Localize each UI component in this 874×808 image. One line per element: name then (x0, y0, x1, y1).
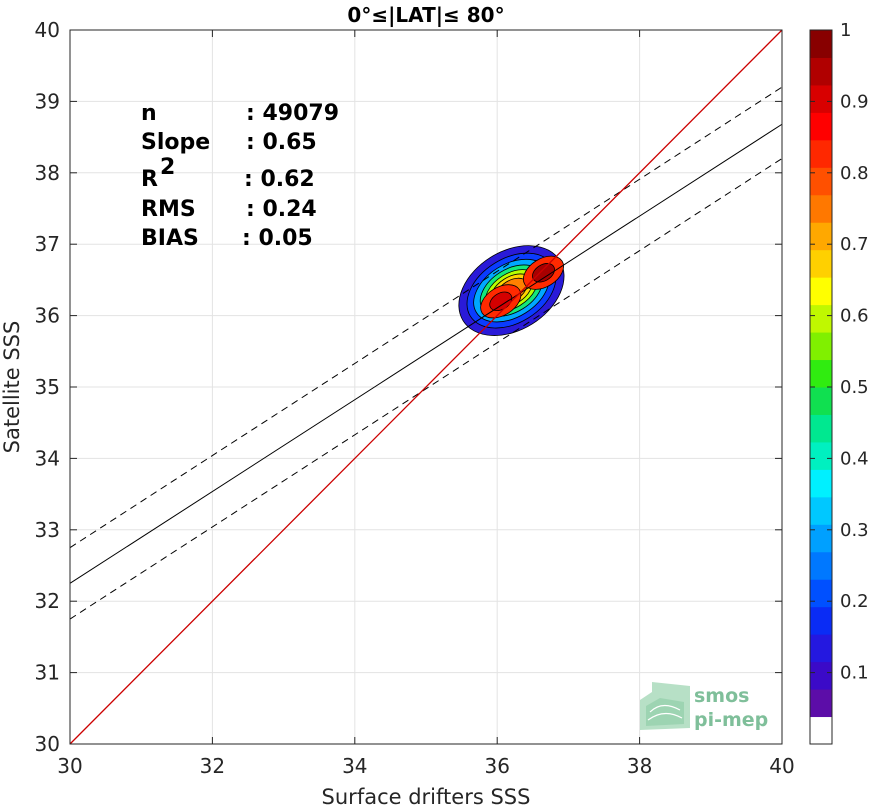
colorbar: 0.1 0.2 0.3 0.4 0.5 0.6 0.7 0.8 0.9 1 (809, 20, 869, 745)
colorbar-segment (810, 167, 832, 196)
colorbar-segment (810, 277, 832, 306)
colorbar-segment (810, 496, 832, 525)
colorbar-segment (810, 579, 832, 608)
colorbar-segment (810, 387, 832, 415)
y-tick-label: 39 (35, 89, 60, 113)
colorbar-segment (810, 441, 832, 470)
y-tick-label: 33 (35, 518, 60, 542)
y-tick-label: 32 (35, 589, 60, 613)
colorbar-tick-label: 0.7 (840, 234, 869, 255)
stat-value: : 0.62 (244, 167, 315, 192)
logo-mark (640, 682, 690, 730)
y-tick-label: 37 (35, 232, 60, 256)
colorbar-segment (810, 716, 832, 745)
one-to-one-line (69, 29, 783, 745)
colorbar-segment (810, 222, 832, 251)
x-tick-label: 40 (769, 754, 794, 778)
colorbar-segment (810, 359, 832, 388)
x-axis-ticks: 30 32 34 36 38 40 (57, 30, 795, 778)
stat-label: Slope (141, 130, 210, 155)
stat-label-superscript: 2 (160, 155, 175, 180)
regression-lines (69, 29, 783, 745)
colorbar-segment (810, 84, 832, 113)
colorbar-tick-label: 1 (840, 20, 851, 41)
fit-bound-line-1 (69, 158, 783, 620)
y-tick-label: 31 (35, 661, 60, 685)
colorbar-segment (810, 551, 832, 580)
colorbar-segment (810, 30, 832, 58)
colorbar-segment (810, 634, 832, 663)
stat-value: : 0.24 (246, 197, 317, 222)
colorbar-segment (810, 332, 832, 361)
logo-text-pi-mep: pi-mep (694, 709, 768, 731)
stat-value: : 49079 (246, 101, 339, 126)
colorbar-segment (810, 414, 832, 443)
fit-line (69, 123, 783, 584)
stat-label: BIAS (141, 226, 199, 251)
x-axis-label: Surface drifters SSS (322, 785, 531, 808)
colorbar-segment (810, 689, 832, 718)
fit-bound-line-0 (69, 86, 783, 549)
colorbar-tick-label: 0.3 (840, 520, 869, 541)
colorbar-tick-label: 0.5 (840, 377, 869, 398)
stat-label: R (141, 167, 158, 192)
y-tick-label: 38 (35, 161, 60, 185)
y-axis-ticks: 30 31 32 33 34 35 36 37 38 39 40 (35, 18, 782, 756)
colorbar-tick-label: 0.6 (840, 306, 869, 327)
colorbar-segment (810, 304, 832, 333)
x-tick-label: 38 (627, 754, 652, 778)
stat-label: n (141, 101, 157, 126)
colorbar-segment (810, 524, 832, 553)
colorbar-segment (810, 249, 832, 278)
smos-pi-mep-logo: smos pi-mep (640, 682, 768, 731)
colorbar-tick-label: 0.9 (840, 91, 869, 112)
y-tick-label: 36 (35, 304, 60, 328)
stat-label: RMS (141, 197, 196, 222)
x-tick-label: 32 (200, 754, 225, 778)
colorbar-tick-label: 0.8 (840, 163, 869, 184)
stat-value: : 0.65 (246, 130, 317, 155)
colorbar-segment (810, 606, 832, 635)
y-tick-label: 34 (35, 446, 60, 470)
x-tick-label: 30 (57, 754, 82, 778)
y-tick-label: 30 (35, 732, 60, 756)
colorbar-tick-label: 0.2 (840, 591, 869, 612)
y-axis-label: Satellite SSS (0, 321, 24, 454)
colorbar-segment (810, 661, 832, 690)
colorbar-tick-label: 0.4 (840, 448, 869, 469)
x-tick-label: 34 (342, 754, 367, 778)
colorbar-segment (810, 57, 832, 86)
colorbar-tick-label: 0.1 (840, 663, 869, 684)
colorbar-segment (810, 112, 832, 141)
stat-value: : 0.05 (242, 226, 313, 251)
colorbar-segment (810, 139, 832, 168)
colorbar-segment (810, 469, 832, 498)
stats-box: n : 49079 Slope : 0.65 R 2 : 0.62 RMS : 0.24 BIAS… (141, 101, 339, 251)
x-tick-label: 36 (484, 754, 509, 778)
y-tick-label: 40 (35, 18, 60, 42)
chart-title: 0°≤|LAT|≤ 80° (347, 3, 504, 27)
density-contours (458, 245, 565, 336)
y-tick-label: 35 (35, 375, 60, 399)
colorbar-segment (810, 194, 832, 223)
logo-text-smos: smos (694, 685, 749, 707)
